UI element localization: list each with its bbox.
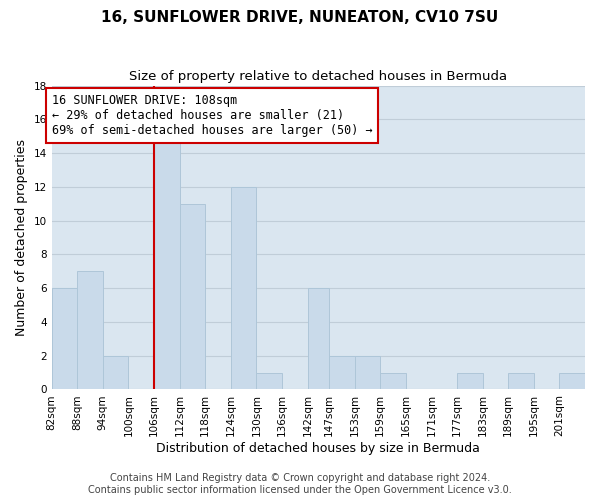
Bar (380, 372, 406, 390)
Bar (179, 204, 205, 390)
Bar (308, 288, 329, 390)
Bar (457, 372, 482, 390)
Bar (508, 372, 534, 390)
Bar (52, 288, 77, 390)
X-axis label: Distribution of detached houses by size in Bermuda: Distribution of detached houses by size … (157, 442, 480, 455)
Bar (77, 272, 103, 390)
Text: 16, SUNFLOWER DRIVE, NUNEATON, CV10 7SU: 16, SUNFLOWER DRIVE, NUNEATON, CV10 7SU (101, 10, 499, 25)
Bar (355, 356, 380, 390)
Bar (103, 356, 128, 390)
Text: 16 SUNFLOWER DRIVE: 108sqm
← 29% of detached houses are smaller (21)
69% of semi: 16 SUNFLOWER DRIVE: 108sqm ← 29% of deta… (52, 94, 372, 137)
Text: Contains HM Land Registry data © Crown copyright and database right 2024.
Contai: Contains HM Land Registry data © Crown c… (88, 474, 512, 495)
Title: Size of property relative to detached houses in Bermuda: Size of property relative to detached ho… (129, 70, 508, 83)
Bar (256, 372, 282, 390)
Bar (154, 136, 179, 390)
Bar (231, 187, 256, 390)
Bar (559, 372, 585, 390)
Y-axis label: Number of detached properties: Number of detached properties (15, 139, 28, 336)
Bar (329, 356, 355, 390)
